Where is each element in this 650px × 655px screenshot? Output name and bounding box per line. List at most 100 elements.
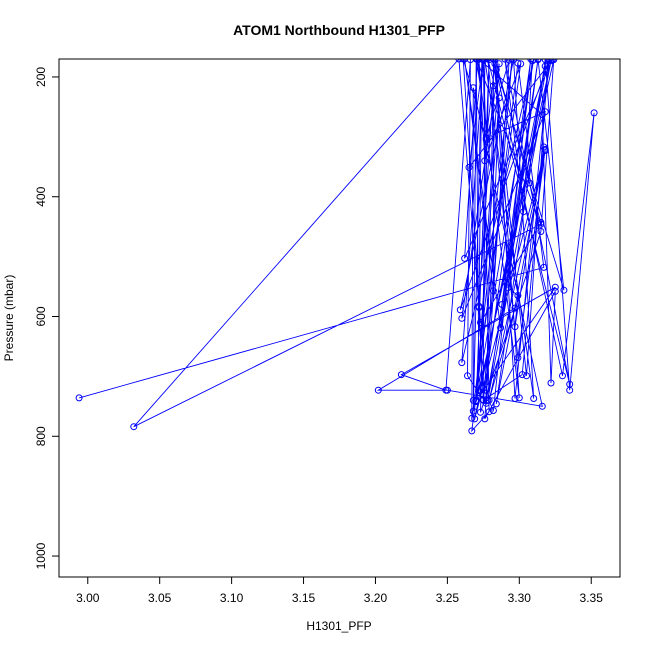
x-tick-label: 3.30 [508, 591, 532, 605]
data-point [504, 284, 512, 292]
x-tick-label: 3.15 [292, 591, 316, 605]
data-point [511, 304, 519, 312]
data-point [374, 386, 382, 394]
y-tick-label: 800 [34, 426, 48, 446]
data-point [397, 371, 405, 379]
data-point [461, 254, 469, 262]
data-point [551, 283, 559, 291]
data-point [469, 407, 477, 415]
data-point [469, 396, 477, 404]
data-point [485, 408, 493, 416]
data-point [481, 157, 489, 165]
y-tick-label: 1000 [34, 542, 48, 569]
plot-frame [58, 58, 621, 578]
data-point [559, 372, 566, 380]
data-point [465, 163, 473, 171]
data-point [517, 60, 525, 68]
data-point [514, 292, 522, 299]
data-point [547, 59, 555, 65]
y-tick-label: 600 [34, 306, 48, 326]
y-tick-label: 200 [34, 67, 48, 87]
x-tick-label: 3.25 [436, 591, 460, 605]
data-point [540, 143, 548, 151]
data-point [538, 402, 546, 410]
data-point [475, 304, 483, 311]
x-tick-label: 3.00 [76, 591, 100, 605]
data-point [495, 60, 503, 68]
x-axis-label: H1301_PFP [306, 619, 371, 633]
data-point [469, 84, 477, 92]
data-point [481, 59, 489, 63]
y-tick-label: 400 [34, 186, 48, 206]
data-point [458, 359, 466, 367]
data-point [541, 62, 549, 70]
data-point [489, 407, 497, 414]
x-tick-label: 3.10 [220, 591, 244, 605]
data-point [537, 220, 545, 228]
data-point [534, 59, 542, 64]
data-point [477, 408, 484, 416]
data-point [501, 59, 509, 63]
data-point [510, 59, 518, 64]
y-axis: 200 400 600 800 1000 [34, 67, 59, 569]
data-point [464, 372, 471, 380]
data-point [481, 415, 489, 423]
data-point [534, 59, 542, 63]
data-point [530, 395, 538, 402]
data-point [547, 379, 555, 387]
data-point [478, 59, 486, 63]
chart-title: ATOM1 Northbound H1301_PFP [233, 22, 445, 38]
x-tick-label: 3.35 [580, 591, 604, 605]
data-point [538, 111, 546, 119]
data-point [525, 179, 533, 187]
data-point [489, 82, 497, 90]
data-point [468, 427, 476, 435]
data-point [484, 59, 492, 62]
data-point [566, 386, 574, 394]
data-point [491, 59, 499, 63]
x-tick-label: 3.20 [364, 591, 388, 605]
data-point [477, 319, 484, 326]
data-point [550, 59, 558, 64]
data-point [523, 372, 530, 380]
data-point [130, 423, 138, 431]
series-layer [75, 59, 598, 435]
data-point [472, 59, 480, 63]
data-point [560, 286, 568, 294]
data-point [468, 414, 476, 422]
data-point [518, 371, 526, 379]
series-line [78, 59, 595, 433]
data-point [485, 396, 493, 404]
data-point [495, 94, 503, 102]
data-point [514, 59, 522, 67]
data-point [456, 306, 464, 314]
data-point [472, 59, 480, 62]
data-point [527, 59, 535, 63]
data-point [484, 129, 492, 137]
data-point [514, 354, 522, 362]
data-point [546, 59, 553, 64]
data-point [537, 228, 545, 235]
data-point [515, 394, 523, 402]
data-point [443, 386, 451, 394]
data-point [455, 59, 463, 63]
data-point [475, 387, 483, 395]
data-point [492, 66, 500, 74]
data-point [475, 59, 483, 63]
data-point [530, 59, 538, 64]
data-point [489, 287, 497, 295]
data-point [540, 263, 548, 271]
data-point [551, 287, 559, 295]
data-point [511, 395, 519, 402]
data-point [458, 314, 466, 322]
data-point [75, 394, 83, 402]
data-point [492, 400, 500, 408]
data-point [520, 208, 528, 216]
x-axis: 3.00 3.05 3.10 3.15 3.20 3.25 3.30 3.35 [76, 577, 603, 605]
data-point [459, 59, 467, 63]
data-point [497, 324, 505, 332]
data-point [511, 323, 519, 331]
data-point [482, 397, 490, 405]
data-point [590, 109, 598, 117]
